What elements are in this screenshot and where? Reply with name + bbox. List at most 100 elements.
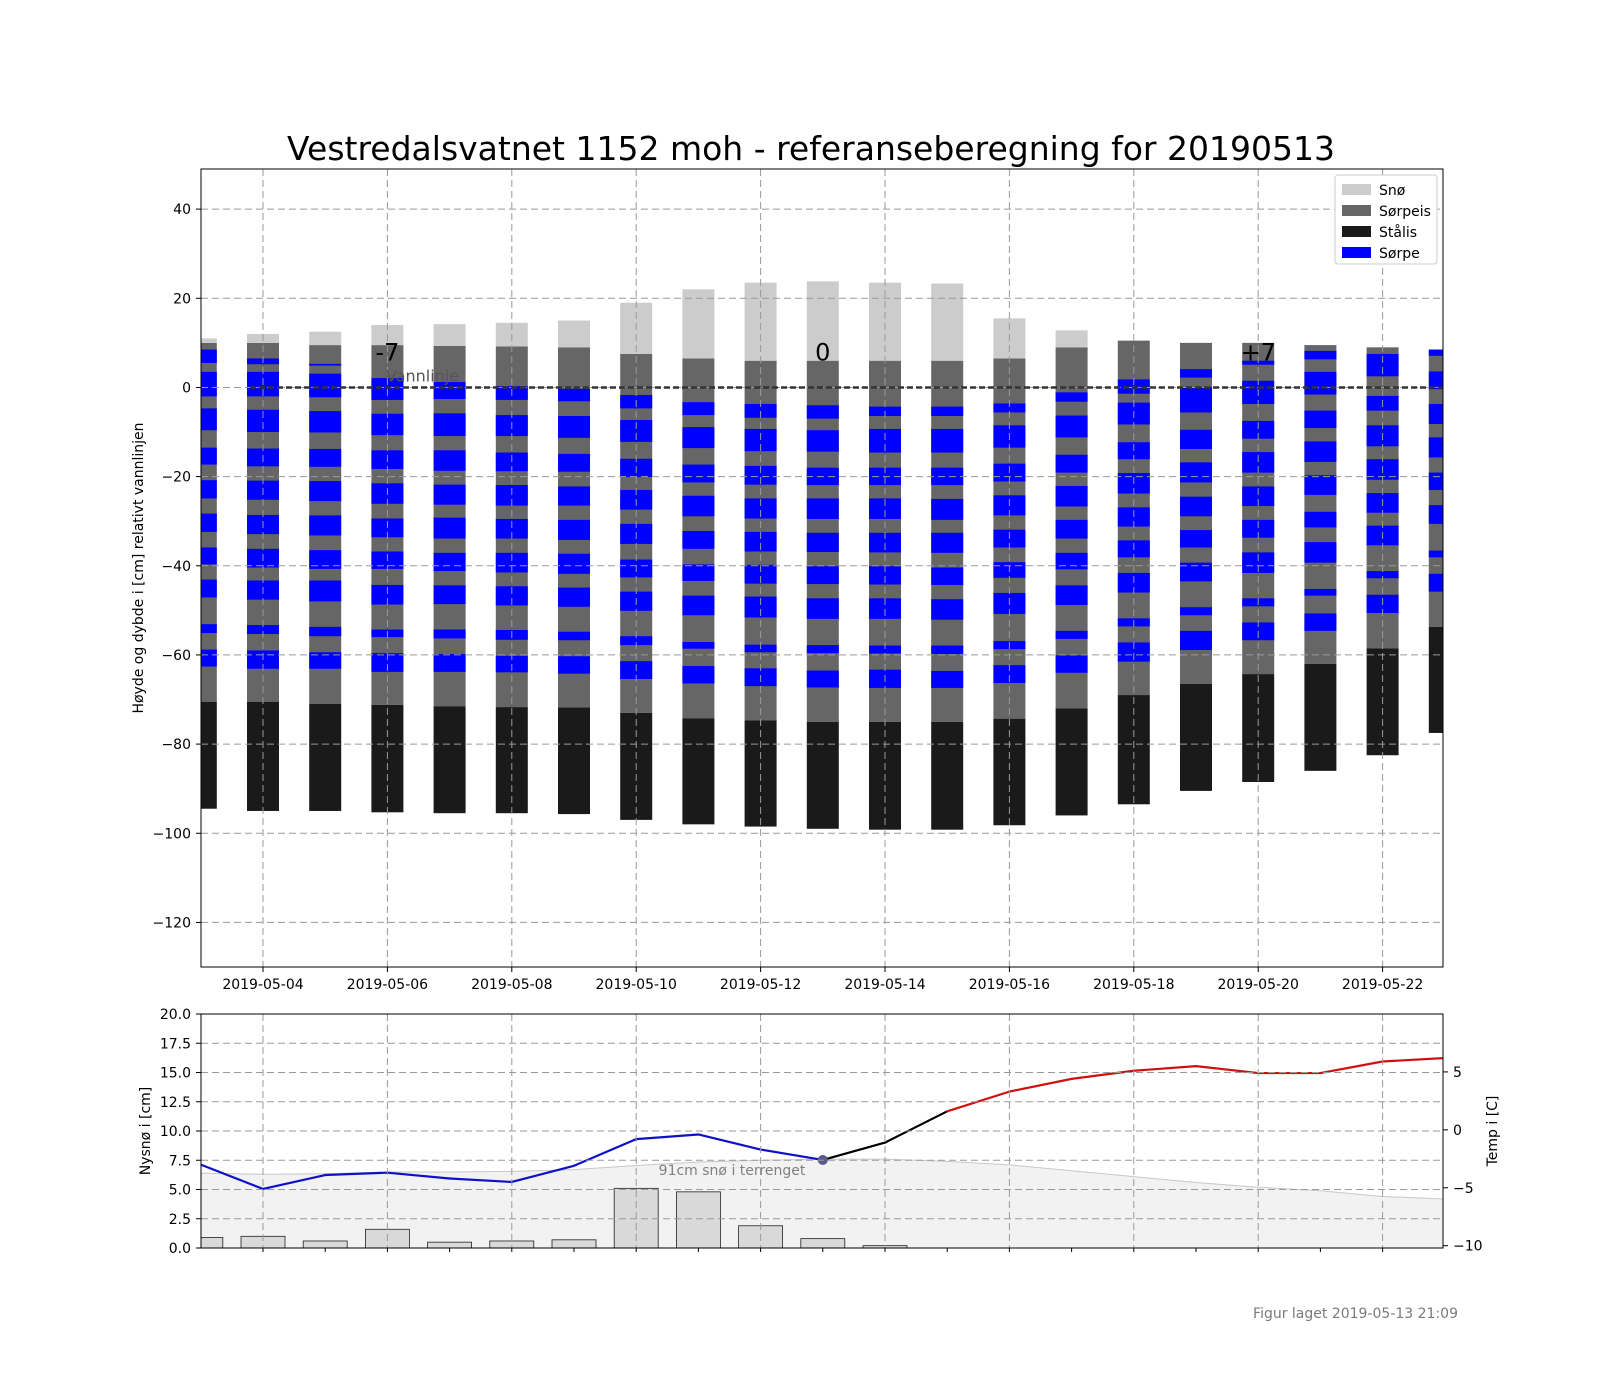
- sorpe-bar: [869, 566, 901, 585]
- plot-frame: [200, 168, 1444, 968]
- sorpe-bar: [1428, 472, 1443, 490]
- temperature-line: [386, 1171, 451, 1180]
- sorpe-bar: [201, 649, 217, 667]
- temperature-line: [697, 1133, 762, 1151]
- x-tick-label: 2019-05-06: [347, 977, 428, 993]
- sorpe-bar: [1242, 552, 1275, 573]
- sorpe-bar: [806, 566, 839, 585]
- sorpe-bar: [806, 670, 839, 688]
- temperature-line: [261, 1173, 327, 1191]
- y-tick-label: 12.5: [160, 1095, 191, 1111]
- sorpe-bar: [1428, 437, 1443, 458]
- sorpe-bar: [495, 586, 528, 606]
- sorpe-bar: [682, 530, 715, 549]
- sno-bar: [201, 338, 217, 343]
- sorpe-bar: [869, 598, 901, 619]
- sorpe-bar: [1304, 441, 1337, 462]
- sno-bar: [1055, 330, 1088, 348]
- sorpe-bar: [1304, 542, 1337, 563]
- sno-bar: [682, 289, 715, 359]
- y2-tick-label: 0: [1453, 1123, 1462, 1139]
- new-snow-bar: [800, 1238, 846, 1248]
- sorpeis-bar: [1304, 345, 1337, 664]
- legend-entry: Sørpeis: [1379, 204, 1431, 220]
- sorpe-bar: [682, 642, 715, 649]
- stalis-bar: [1428, 626, 1443, 733]
- y-tick-label: 15.0: [160, 1066, 191, 1082]
- x-tick-label: 2019-05-22: [1342, 977, 1423, 993]
- sorpe-bar: [993, 403, 1026, 413]
- y2-axis-label: Temp i [C]: [1485, 1096, 1501, 1168]
- legend-swatch: [1342, 184, 1371, 195]
- sorpe-bar: [1180, 462, 1212, 483]
- sorpe-bar: [1055, 519, 1088, 539]
- sorpe-bar: [558, 519, 590, 540]
- sorpe-bar: [931, 645, 964, 655]
- sorpe-bar: [309, 481, 342, 502]
- sorpe-bar: [1055, 655, 1088, 673]
- new-snow-bar: [551, 1239, 597, 1248]
- sorpe-bar: [309, 411, 342, 433]
- ice-profile-chart: Vannlinje-7 0 +7 40 20 0 −20 −40 −60 −80 −100 −120 2…: [131, 168, 1444, 993]
- sorpe-bar: [558, 656, 590, 674]
- sorpe-bar: [247, 625, 279, 634]
- y2-tick-label: −10: [1453, 1239, 1483, 1255]
- y-tick-label: 2.5: [169, 1212, 191, 1228]
- sorpe-bar: [744, 465, 777, 485]
- temperature-line: [201, 1163, 265, 1191]
- sorpe-bar: [869, 645, 901, 654]
- sorpe-bar: [1428, 371, 1443, 390]
- sorpe-bar: [433, 654, 466, 672]
- sorpe-bar: [931, 428, 964, 453]
- sorpe-bar: [1180, 496, 1212, 517]
- sorpe-bar: [869, 498, 901, 519]
- new-snow-bar: [676, 1191, 721, 1248]
- y-tick-label: 7.5: [169, 1153, 191, 1169]
- sorpe-bar: [1117, 642, 1150, 662]
- sorpe-bar: [1304, 588, 1337, 596]
- y-tick-label: −20: [161, 470, 191, 486]
- sorpe-bar: [931, 567, 964, 585]
- sorpe-bar: [1055, 585, 1088, 606]
- temperature-line: [1381, 1057, 1443, 1063]
- sorpe-bar: [993, 665, 1026, 684]
- sorpe-bar: [1242, 486, 1275, 507]
- sorpe-bar: [682, 666, 715, 684]
- sorpe-bar: [201, 513, 217, 532]
- legend-swatch: [1342, 247, 1371, 258]
- temperature-line: [946, 1090, 1011, 1113]
- waterline-label: Vannlinje: [386, 366, 459, 385]
- sorpe-bar: [558, 553, 590, 574]
- stalis-bar: [309, 703, 342, 811]
- y-axis-label: Nysnø i [cm]: [138, 1087, 154, 1176]
- x-tick-label: 2019-05-18: [1093, 977, 1174, 993]
- sorpe-bar: [682, 427, 715, 449]
- terrain-snow-label: 91cm snø i terrenget: [659, 1163, 806, 1179]
- sorpe-bar: [201, 579, 217, 598]
- x-tick-label: 2019-05-20: [1218, 977, 1299, 993]
- sorpe-bar: [744, 531, 777, 552]
- temperature-line: [821, 1141, 887, 1162]
- y-tick-label: 10.0: [160, 1124, 191, 1140]
- sorpe-bar: [247, 409, 279, 433]
- y-tick-label: 20: [173, 291, 191, 307]
- sorpe-bar: [495, 518, 528, 539]
- chart-title: Vestredalsvatnet 1152 moh - referanseber…: [287, 129, 1335, 168]
- sorpe-bar: [1055, 552, 1088, 570]
- sorpe-bar: [495, 552, 528, 573]
- sorpe-bar: [309, 652, 342, 669]
- sorpe-bar: [1304, 410, 1337, 429]
- temperature-line: [1008, 1077, 1073, 1093]
- sno-bar: [433, 324, 466, 346]
- sorpe-bar: [931, 467, 964, 486]
- sorpe-bar: [1180, 369, 1212, 378]
- sorpe-bar: [433, 552, 466, 572]
- temperature-line: [1132, 1065, 1198, 1072]
- legend-swatch: [1342, 205, 1371, 216]
- sorpe-bar: [309, 448, 342, 467]
- sorpe-bar: [1180, 562, 1212, 582]
- sorpe-bar: [1304, 371, 1337, 395]
- stalis-bar: [1180, 683, 1212, 791]
- sorpe-bar: [744, 596, 777, 618]
- temperature-line: [1319, 1060, 1384, 1075]
